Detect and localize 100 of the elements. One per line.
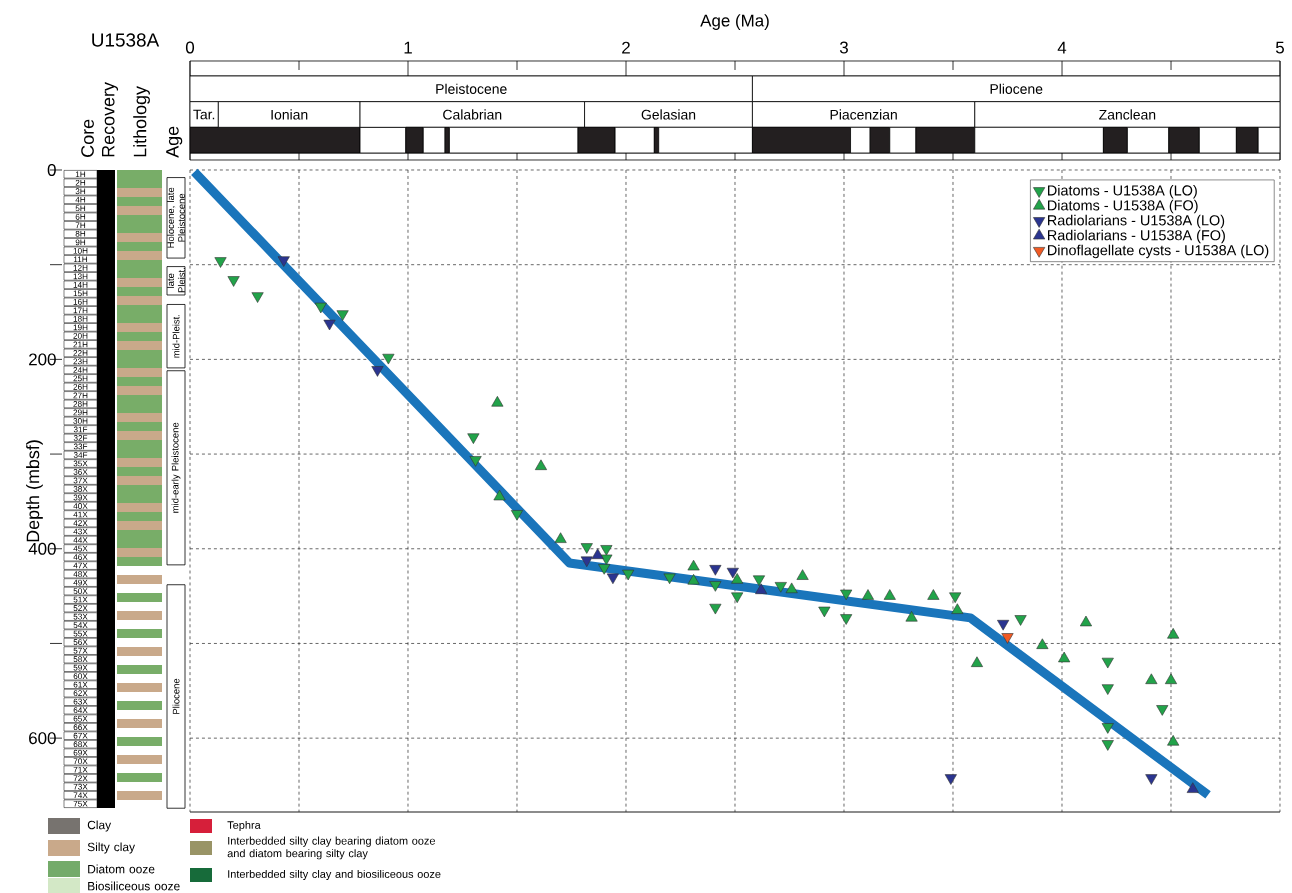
point: [1101, 723, 1114, 734]
point: [997, 619, 1010, 631]
bar: [166, 584, 186, 809]
text: 64X: [73, 707, 88, 714]
point: [600, 545, 613, 556]
text: Biosiliceous ooze: [88, 881, 180, 891]
text: 30H: [73, 418, 88, 424]
text: 18H: [73, 315, 88, 322]
data-label: Pliocene: [990, 83, 1043, 94]
text: 23H: [73, 358, 88, 365]
point: [467, 433, 480, 444]
text: 69X: [73, 749, 88, 756]
point: [1101, 657, 1114, 669]
point: [323, 319, 336, 331]
text: 29H: [73, 409, 88, 416]
point: [598, 564, 611, 575]
text: 75X: [73, 800, 88, 807]
legend-label: Dinoflagellate cysts - U1538A (LO): [1048, 244, 1269, 259]
point: [840, 614, 853, 625]
y-tick-label: 200: [29, 353, 56, 366]
text: 34F: [73, 452, 88, 458]
point: [371, 366, 384, 377]
y-tick-label: 400: [28, 542, 56, 555]
text: 50X: [73, 588, 88, 594]
legend-label: Radiolarians - U1538A (FO): [1048, 229, 1225, 244]
point: [949, 592, 962, 604]
text: 1H: [75, 171, 86, 178]
text: 47X: [73, 562, 88, 569]
y-tick-label: 0: [47, 164, 56, 176]
x-tick-label: 3: [839, 41, 848, 54]
data-label: mid-early Pleistocene: [171, 422, 181, 513]
text: 32F: [73, 435, 88, 441]
data-label: Tar.: [193, 109, 215, 120]
point: [214, 257, 227, 268]
text: 26H: [73, 384, 88, 390]
text: 71X: [73, 766, 88, 773]
text: 55X: [73, 630, 88, 637]
text: 61X: [73, 681, 88, 688]
text: 44X: [73, 537, 88, 543]
text: 33F: [73, 443, 88, 450]
text: 57X: [73, 647, 88, 654]
text: 60X: [73, 673, 88, 680]
text: Diatom ooze: [88, 864, 155, 874]
data-label: mid-Pleist.: [172, 314, 180, 358]
text: 68X: [73, 741, 88, 748]
point: [580, 556, 593, 568]
point: [840, 589, 853, 601]
text: 5H: [75, 205, 86, 212]
text: 41X: [73, 511, 88, 518]
text: 13H: [73, 273, 88, 280]
text: Lithology: [133, 86, 150, 157]
text: 74X: [73, 792, 88, 799]
text: 62X: [73, 690, 88, 697]
text: 59X: [73, 664, 88, 671]
text: 45X: [73, 545, 88, 552]
text: 4H: [75, 196, 86, 203]
point: [606, 573, 619, 585]
point: [731, 592, 744, 604]
x-tick-label: 1: [404, 41, 412, 54]
point: [1101, 684, 1114, 695]
point: [818, 606, 831, 618]
text: 6H: [75, 213, 86, 220]
text: 17H: [73, 307, 88, 314]
text: Tephra: [227, 820, 261, 832]
text: Clay: [87, 820, 112, 832]
text: 63X: [73, 698, 88, 705]
text: 65X: [73, 715, 88, 722]
text: 28H: [73, 401, 88, 407]
text: U1538A: [92, 33, 160, 47]
text: 35X: [73, 460, 88, 467]
point: [580, 543, 593, 554]
data-label: Gelasian: [641, 109, 696, 120]
text: 37X: [73, 477, 88, 484]
point: [277, 256, 290, 267]
data-label: Pleistocene: [436, 83, 507, 94]
text: 7H: [75, 222, 86, 229]
text: 11H: [73, 256, 88, 263]
text: Interbedded silty clay and biosiliceous ooze: [228, 869, 441, 881]
text: 73X: [73, 783, 88, 790]
text: 67X: [73, 732, 88, 739]
x-tick-label: 4: [1057, 41, 1067, 54]
text: 48X: [73, 571, 88, 577]
text: 36X: [73, 469, 88, 475]
text: 24H: [73, 367, 88, 373]
text: 54X: [73, 622, 88, 628]
point: [1156, 705, 1169, 716]
text: 52X: [73, 605, 88, 611]
text: 42X: [73, 520, 88, 526]
point: [382, 353, 395, 365]
text: 43X: [73, 528, 88, 535]
x-tick-label: 0: [185, 41, 195, 54]
point: [622, 569, 635, 581]
point: [469, 456, 482, 467]
point: [709, 603, 722, 615]
data-label: late Pleist.: [167, 268, 185, 293]
y-tick-label: 600: [29, 732, 56, 745]
point: [1001, 633, 1014, 644]
point: [944, 774, 957, 785]
text: 70X: [73, 758, 88, 765]
x-tick-label: 5: [1275, 41, 1284, 54]
